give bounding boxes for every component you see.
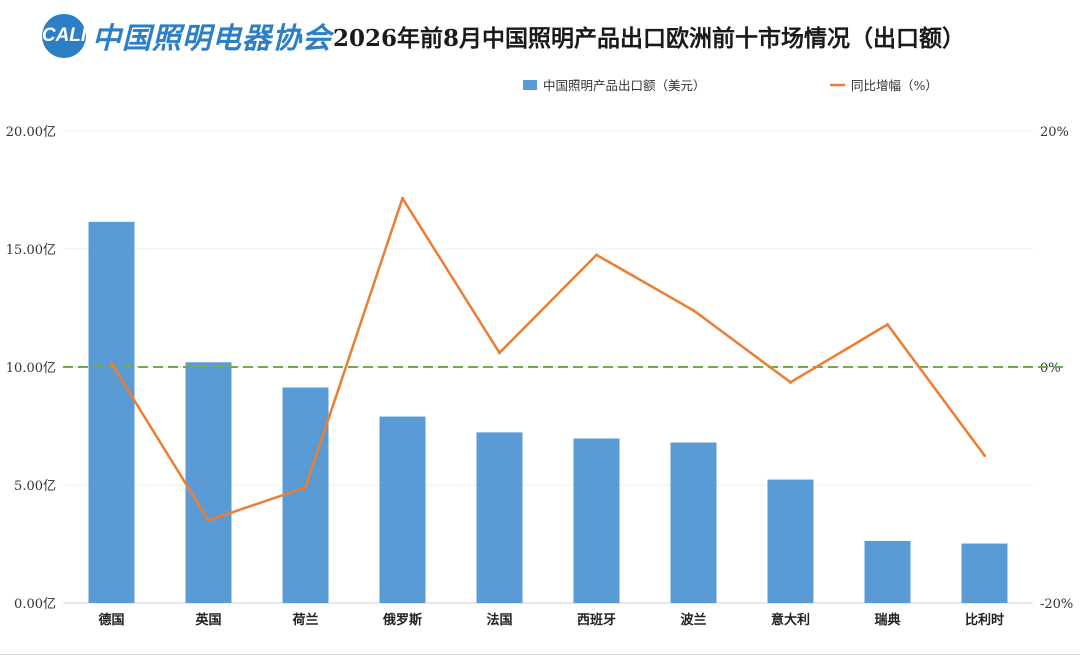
legend-line-label: 同比增幅（%） (851, 78, 938, 93)
y-right-tick-label: -20% (1040, 597, 1073, 612)
x-category-label: 瑞典 (874, 612, 900, 628)
y-left-tick-label: 5.00亿 (14, 479, 56, 494)
yoy-growth-point (983, 454, 986, 457)
y-left-tick-label: 20.00亿 (6, 125, 56, 140)
x-category-label: 英国 (194, 612, 221, 628)
y-left-tick-label: 10.00亿 (6, 361, 56, 376)
yoy-growth-line (110, 197, 986, 522)
bar-export-value (476, 432, 523, 603)
yoy-growth-point (498, 351, 501, 355)
yoy-growth-point (886, 323, 889, 327)
yoy-growth-point (304, 485, 307, 489)
bar-export-value (282, 387, 329, 603)
y-right-tick-label: 20% (1040, 125, 1069, 140)
x-category-label: 意大利 (771, 612, 810, 628)
yoy-growth-point (207, 518, 210, 522)
bar-export-value (379, 416, 426, 603)
bar-export-value (185, 362, 232, 603)
logo-text: 中国照明电器协会 (92, 21, 333, 55)
x-category-label: 俄罗斯 (382, 612, 422, 628)
x-category-label: 德国 (98, 612, 124, 628)
yoy-growth-point (789, 380, 792, 384)
x-category-label: 波兰 (680, 612, 706, 628)
yoy-growth-point (110, 361, 113, 365)
bar-export-value (88, 221, 135, 604)
bar-export-value (864, 540, 911, 603)
chart-title: 2026年前8月中国照明产品出口欧洲前十市场情况（出口额） (333, 25, 966, 52)
association-logo: CALI 中国照明电器协会 (42, 14, 332, 58)
bar-export-value (670, 442, 717, 603)
yoy-growth-point (692, 308, 695, 312)
y-left-tick-label: 15.00亿 (6, 243, 56, 258)
bar-export-value (767, 479, 814, 603)
combo-chart: 0.00亿 5.00亿 10.00亿 15.00亿 20.00亿 -20% 0% 20% 德国 英… (6, 78, 1074, 628)
yoy-growth-point (595, 253, 598, 257)
legend-bar-swatch (523, 80, 537, 90)
x-category-label: 比利时 (965, 612, 1004, 628)
legend-bar-label: 中国照明产品出口额（美元） (543, 78, 706, 93)
yoy-growth-point (401, 196, 404, 200)
bar-export-value (961, 543, 1008, 603)
x-category-label: 荷兰 (291, 612, 318, 628)
bar-export-value (573, 438, 620, 603)
y-right-tick-label: 0% (1040, 361, 1061, 376)
x-category-label: 法国 (486, 612, 512, 628)
cali-logo-icon: CALI (42, 14, 86, 58)
y-left-tick-label: 0.00亿 (14, 597, 56, 612)
x-category-label: 西班牙 (577, 612, 616, 628)
chart-header: CALI 中国照明电器协会 2026年前8月中国照明产品出口欧洲前十市场情况（出… (0, 0, 1080, 70)
